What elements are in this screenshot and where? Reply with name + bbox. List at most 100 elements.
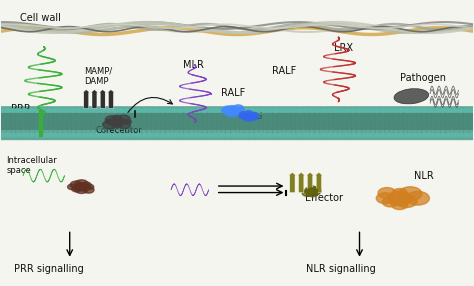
Circle shape bbox=[243, 109, 249, 112]
FancyArrowPatch shape bbox=[128, 98, 173, 112]
Circle shape bbox=[452, 133, 457, 137]
FancyArrow shape bbox=[306, 172, 314, 192]
Circle shape bbox=[307, 188, 318, 194]
Circle shape bbox=[111, 121, 123, 128]
Circle shape bbox=[58, 133, 64, 137]
Circle shape bbox=[407, 191, 429, 205]
Circle shape bbox=[303, 109, 309, 112]
Circle shape bbox=[148, 109, 153, 112]
Circle shape bbox=[100, 133, 106, 137]
Circle shape bbox=[237, 133, 243, 137]
Text: LLG: LLG bbox=[244, 111, 263, 121]
Circle shape bbox=[10, 109, 16, 112]
Circle shape bbox=[68, 184, 77, 190]
Circle shape bbox=[112, 133, 118, 137]
Circle shape bbox=[22, 109, 28, 112]
Circle shape bbox=[160, 133, 165, 137]
Circle shape bbox=[124, 109, 129, 112]
Circle shape bbox=[88, 133, 94, 137]
Circle shape bbox=[410, 133, 416, 137]
Circle shape bbox=[207, 109, 213, 112]
FancyArrow shape bbox=[91, 90, 98, 108]
Circle shape bbox=[106, 133, 111, 137]
Circle shape bbox=[345, 133, 350, 137]
Circle shape bbox=[327, 109, 332, 112]
Circle shape bbox=[285, 109, 291, 112]
Circle shape bbox=[446, 133, 452, 137]
Circle shape bbox=[46, 109, 52, 112]
Circle shape bbox=[28, 109, 34, 112]
Circle shape bbox=[195, 133, 201, 137]
Circle shape bbox=[172, 133, 177, 137]
Circle shape bbox=[399, 187, 422, 201]
Circle shape bbox=[130, 133, 136, 137]
Text: Intracellular
space: Intracellular space bbox=[6, 156, 57, 175]
Circle shape bbox=[452, 109, 457, 112]
Circle shape bbox=[75, 185, 88, 193]
Circle shape bbox=[177, 133, 183, 137]
Circle shape bbox=[303, 133, 309, 137]
Circle shape bbox=[305, 188, 311, 191]
Circle shape bbox=[76, 109, 82, 112]
Circle shape bbox=[148, 133, 153, 137]
Circle shape bbox=[267, 133, 273, 137]
Circle shape bbox=[321, 133, 326, 137]
Text: RALF: RALF bbox=[220, 88, 245, 98]
Circle shape bbox=[374, 109, 380, 112]
FancyArrow shape bbox=[99, 90, 106, 108]
Circle shape bbox=[231, 109, 237, 112]
Circle shape bbox=[302, 190, 312, 196]
Circle shape bbox=[85, 184, 94, 190]
Circle shape bbox=[219, 109, 225, 112]
Circle shape bbox=[315, 189, 321, 193]
Text: Pathogen: Pathogen bbox=[400, 73, 446, 83]
Circle shape bbox=[136, 133, 141, 137]
Circle shape bbox=[261, 109, 267, 112]
Text: RALF: RALF bbox=[273, 66, 297, 76]
Circle shape bbox=[34, 109, 40, 112]
Circle shape bbox=[446, 109, 452, 112]
Circle shape bbox=[123, 119, 131, 124]
Circle shape bbox=[338, 109, 344, 112]
Circle shape bbox=[105, 116, 118, 124]
Circle shape bbox=[388, 191, 411, 205]
Circle shape bbox=[404, 109, 410, 112]
Circle shape bbox=[64, 133, 70, 137]
Circle shape bbox=[5, 133, 10, 137]
Circle shape bbox=[88, 109, 94, 112]
Circle shape bbox=[112, 115, 122, 121]
Circle shape bbox=[267, 109, 273, 112]
Circle shape bbox=[28, 133, 34, 137]
Circle shape bbox=[70, 109, 76, 112]
Circle shape bbox=[383, 197, 398, 207]
Circle shape bbox=[368, 109, 374, 112]
Circle shape bbox=[82, 182, 91, 188]
Circle shape bbox=[17, 109, 22, 112]
Circle shape bbox=[112, 109, 118, 112]
Circle shape bbox=[273, 109, 279, 112]
Circle shape bbox=[235, 111, 241, 115]
Circle shape bbox=[237, 109, 243, 112]
Circle shape bbox=[374, 133, 380, 137]
Circle shape bbox=[416, 133, 422, 137]
Circle shape bbox=[165, 109, 171, 112]
Circle shape bbox=[404, 133, 410, 137]
Circle shape bbox=[428, 133, 434, 137]
Circle shape bbox=[94, 133, 100, 137]
Circle shape bbox=[376, 193, 394, 204]
Circle shape bbox=[94, 109, 100, 112]
Circle shape bbox=[255, 109, 261, 112]
Text: PRR: PRR bbox=[11, 104, 30, 114]
Circle shape bbox=[106, 119, 114, 124]
Circle shape bbox=[315, 133, 320, 137]
Circle shape bbox=[0, 109, 4, 112]
Circle shape bbox=[333, 133, 338, 137]
Text: PRR signalling: PRR signalling bbox=[14, 264, 83, 274]
Text: NLR: NLR bbox=[414, 170, 433, 180]
Circle shape bbox=[46, 133, 52, 137]
Circle shape bbox=[34, 133, 40, 137]
Text: LRX: LRX bbox=[334, 43, 353, 53]
Circle shape bbox=[255, 133, 261, 137]
Circle shape bbox=[223, 109, 233, 115]
Circle shape bbox=[333, 109, 338, 112]
